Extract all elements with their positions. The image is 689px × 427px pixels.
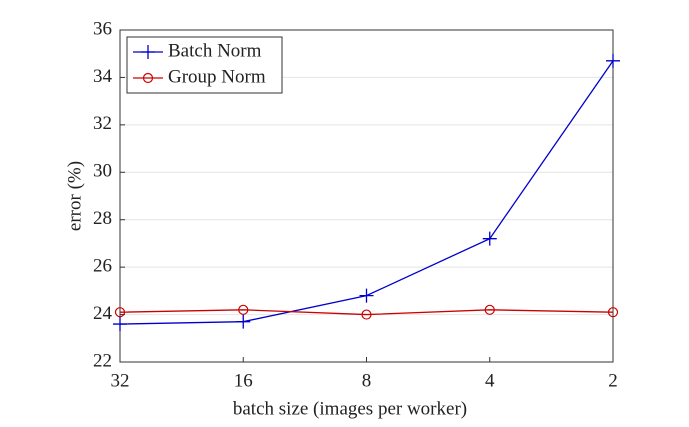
data-point (606, 53, 620, 68)
data-point (113, 317, 127, 332)
data-point (484, 304, 495, 315)
data-point (482, 231, 497, 246)
data-point (238, 304, 249, 315)
data-point (359, 288, 374, 303)
x-tick-label: 8 (362, 370, 372, 391)
y-tick-label: 24 (93, 303, 113, 324)
y-tick-label: 30 (93, 161, 112, 182)
y-tick-label: 36 (93, 18, 112, 39)
y-tick-label: 26 (93, 256, 112, 277)
y-tick-label: 22 (93, 350, 112, 371)
legend-marker (141, 45, 155, 59)
legend-marker (142, 72, 154, 84)
data-point (361, 309, 372, 320)
x-tick-label: 4 (485, 370, 495, 391)
legend-box (126, 36, 283, 94)
x-tick-label: 32 (111, 370, 130, 391)
series-line (119, 309, 614, 316)
data-point (607, 307, 619, 318)
x-axis-label: batch size (images per worker) (233, 398, 467, 419)
y-tick-label: 34 (93, 66, 113, 87)
legend-label: Group Norm (168, 66, 266, 87)
y-tick-label: 28 (93, 208, 112, 229)
series-line (119, 60, 614, 325)
legend-label: Batch Norm (168, 40, 262, 61)
data-point (236, 314, 251, 329)
x-tick-label: 2 (608, 370, 618, 391)
data-point (114, 307, 126, 318)
x-tick-label: 16 (234, 370, 253, 391)
y-tick-label: 32 (93, 113, 112, 134)
y-axis-label: error (%) (64, 161, 85, 231)
